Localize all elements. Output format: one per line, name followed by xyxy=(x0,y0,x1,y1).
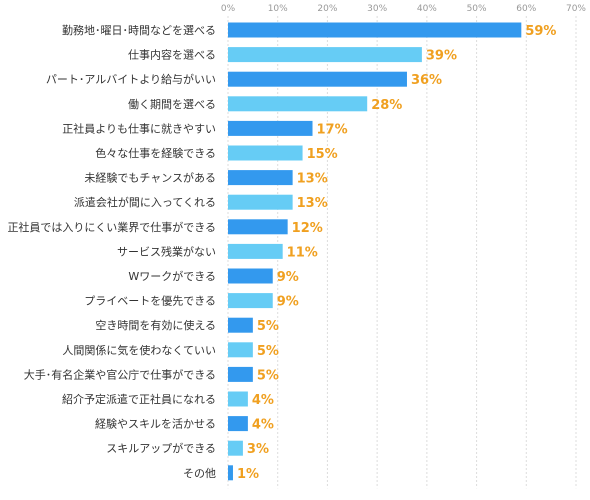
bar xyxy=(228,219,288,235)
category-label: 経験やスキルを活かせる xyxy=(95,417,216,431)
value-label: 1% xyxy=(237,467,259,482)
value-label: 5% xyxy=(257,344,279,359)
value-label: 4% xyxy=(252,418,274,433)
bar xyxy=(228,120,313,136)
category-label: パート･アルバイトより給与がいい xyxy=(46,72,216,86)
bar xyxy=(228,293,273,309)
x-tick-label: 20% xyxy=(317,4,337,14)
bar xyxy=(228,145,303,161)
x-tick-label: 40% xyxy=(417,4,437,14)
category-label: 空き時間を有効に使える xyxy=(95,318,216,332)
x-tick-label: 30% xyxy=(367,4,387,14)
value-label: 28% xyxy=(371,98,402,113)
bar xyxy=(228,342,253,358)
x-axis-ticks: 0% 10% 20% 30% 40% 50% 60% 70% xyxy=(221,4,587,14)
value-label: 13% xyxy=(297,196,328,211)
x-tick-label: 50% xyxy=(467,4,487,14)
x-tick-label: 0% xyxy=(221,4,236,14)
category-labels: 勤務地･曜日･時間などを選べる仕事内容を選べるパート･アルバイトより給与がいい働… xyxy=(7,23,216,480)
value-label: 36% xyxy=(411,73,442,88)
category-label: Wワークができる xyxy=(128,269,216,283)
value-label: 5% xyxy=(257,368,279,383)
category-label: スキルアップができる xyxy=(106,441,216,455)
value-label: 13% xyxy=(297,172,328,187)
bar xyxy=(228,416,248,432)
category-label: プライベートを優先できる xyxy=(84,295,216,308)
value-label: 39% xyxy=(426,49,457,64)
category-label: 人間関係に気を使わなくていい xyxy=(62,343,216,357)
x-tick-label: 60% xyxy=(516,4,536,14)
bar xyxy=(228,465,233,481)
value-label: 17% xyxy=(317,122,348,137)
value-label: 5% xyxy=(257,319,279,334)
bar xyxy=(228,71,407,87)
category-label: 紹介予定派遣で正社員になれる xyxy=(62,392,216,406)
x-tick-label: 70% xyxy=(566,4,586,14)
x-tick-label: 10% xyxy=(268,4,288,14)
bar xyxy=(228,366,253,382)
bar xyxy=(228,47,422,63)
category-label: その他 xyxy=(183,467,216,480)
bar xyxy=(228,22,522,38)
category-label: 仕事内容を選べる xyxy=(128,48,216,62)
value-label: 3% xyxy=(247,442,269,457)
value-label: 59% xyxy=(525,24,556,39)
bar xyxy=(228,317,253,333)
category-label: 派遣会社が間に入ってくれる xyxy=(74,195,216,209)
category-label: 正社員よりも仕事に就きやすい xyxy=(62,121,216,135)
value-label: 9% xyxy=(277,270,299,285)
bar xyxy=(228,194,293,210)
bar xyxy=(228,243,283,259)
value-label: 15% xyxy=(307,147,338,162)
category-label: 大手･有名企業や官公庁で仕事ができる xyxy=(24,367,216,381)
bar xyxy=(228,440,243,456)
value-label: 11% xyxy=(287,245,318,260)
bar xyxy=(228,170,293,186)
category-label: 色々な仕事を経験できる xyxy=(95,146,216,160)
bar xyxy=(228,96,368,112)
value-label: 9% xyxy=(277,295,299,310)
bar xyxy=(228,268,273,284)
value-labels: 59% 39% 36% 28% 17% 15% 13% 13% 12% 11% 9% 9% 5% 5% 5%… xyxy=(237,24,556,482)
bar xyxy=(228,391,248,407)
value-label: 12% xyxy=(292,221,323,236)
category-label: サービス残業がない xyxy=(117,244,216,258)
category-label: 働く期間を選べる xyxy=(128,98,216,111)
category-label: 勤務地･曜日･時間などを選べる xyxy=(62,23,216,37)
category-label: 正社員では入りにくい業界で仕事ができる xyxy=(7,220,216,234)
category-label: 未経験でもチャンスがある xyxy=(84,171,216,185)
bars xyxy=(228,22,522,481)
value-label: 4% xyxy=(252,393,274,408)
